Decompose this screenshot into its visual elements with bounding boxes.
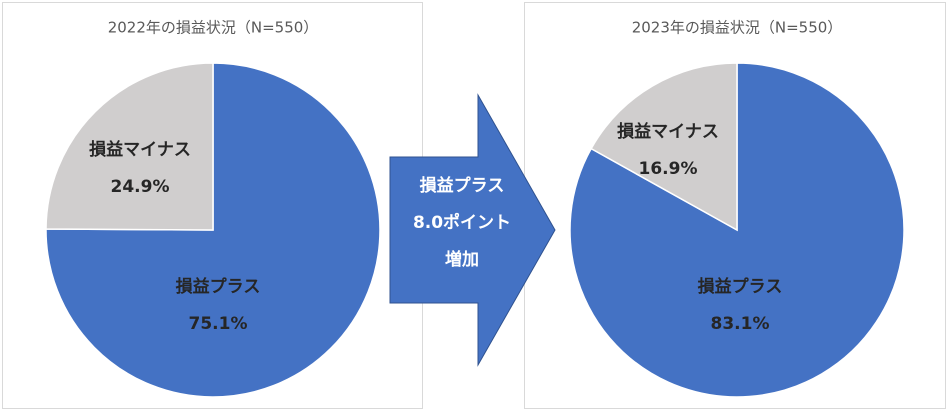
arrow [389, 93, 556, 367]
arrow-text: 増加 [445, 249, 479, 270]
value-label: 16.9% [639, 159, 698, 179]
slice-label: 損益プラス [176, 276, 261, 297]
slice-label: 損益マイナス [89, 139, 191, 160]
pies: 2022年の損益状況（N=550） 損益プラス 75.1% 損益マイナス 24.9% 20… [45, 19, 905, 398]
arrow-text: 損益プラス [420, 175, 505, 196]
pie-slice [45, 62, 381, 398]
value-label: 75.1% [189, 314, 248, 334]
pie-slice [45, 62, 214, 231]
chart-title: 2022年の損益状況（N=550） [108, 19, 319, 37]
pie-slice [590, 62, 738, 232]
slice-label: 損益プラス [698, 276, 783, 297]
value-label: 83.1% [711, 314, 770, 334]
chart-title: 2023年の損益状況（N=550） [632, 19, 843, 37]
value-label: 24.9% [111, 177, 170, 197]
arrow-text: 8.0ポイント [413, 212, 511, 233]
slice-label: 損益マイナス [617, 121, 719, 142]
